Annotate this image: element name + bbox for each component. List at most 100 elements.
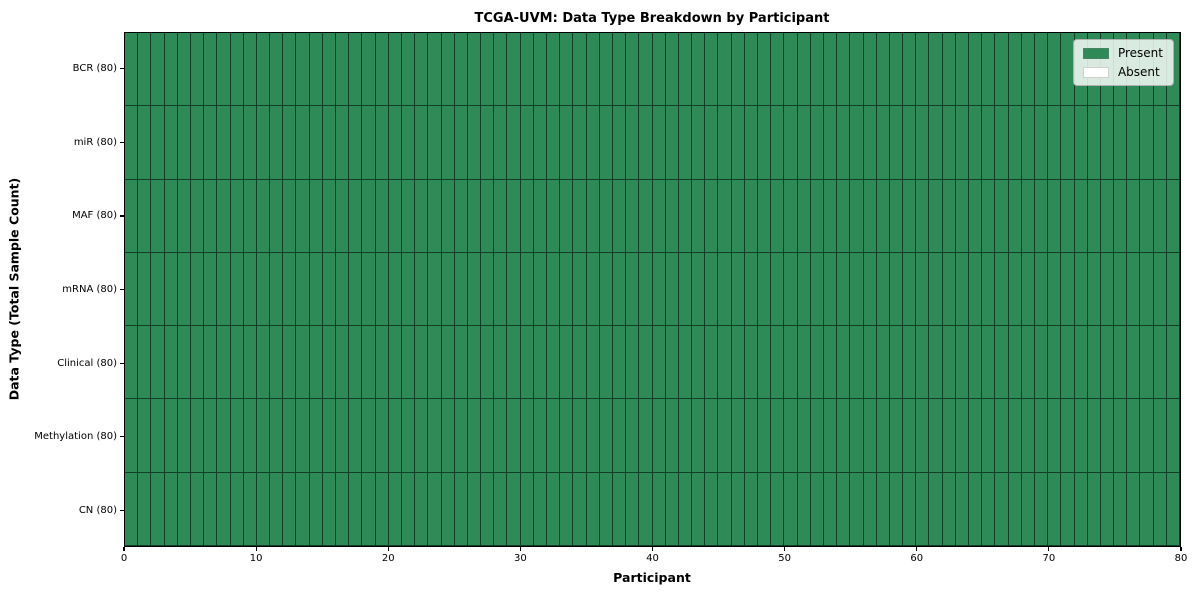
heatmap-cell (547, 179, 561, 253)
heatmap-cell (1021, 179, 1035, 253)
heatmap-cell (982, 106, 996, 180)
heatmap-cell (850, 472, 864, 546)
heatmap-cell (507, 106, 521, 180)
heatmap-cell (547, 472, 561, 546)
heatmap-cell (494, 252, 508, 327)
x-tick-mark (519, 547, 521, 551)
heatmap-cell (810, 472, 824, 546)
heatmap-cell (322, 33, 336, 107)
heatmap-cell (1021, 252, 1035, 327)
heatmap-cell (692, 326, 706, 400)
heatmap-cell (612, 326, 627, 400)
heatmap-cell (309, 106, 323, 180)
heatmap-cell (520, 472, 534, 546)
heatmap-cell (1140, 326, 1154, 400)
heatmap-cell (388, 106, 402, 180)
heatmap-cell (296, 252, 310, 327)
heatmap-cell (1127, 252, 1141, 327)
y-tick: Methylation (80) (0, 400, 124, 474)
heatmap-cell (692, 33, 706, 107)
heatmap-cell (454, 33, 468, 107)
heatmap-cell (1166, 252, 1180, 327)
x-tick-mark (784, 547, 786, 551)
heatmap-cell (810, 399, 824, 473)
heatmap-cell (969, 326, 983, 400)
heatmap-cell (982, 33, 996, 107)
heatmap-cell (665, 252, 679, 327)
heatmap-cell (1140, 472, 1154, 546)
heatmap-cell (1166, 472, 1180, 546)
heatmap-cell (520, 106, 534, 180)
heatmap-cell (942, 252, 956, 327)
heatmap-cell (217, 252, 231, 327)
heatmap-cell (494, 33, 508, 107)
heatmap-cell (467, 179, 482, 253)
legend-label-present: Present (1117, 46, 1163, 60)
heatmap-cell (401, 399, 416, 473)
heatmap-cell (388, 33, 402, 107)
heatmap-cell (916, 472, 930, 546)
heatmap-cell (283, 326, 297, 400)
heatmap-cell (797, 33, 811, 107)
heatmap-cell (494, 399, 508, 473)
chart-title: TCGA-UVM: Data Type Breakdown by Partici… (474, 11, 830, 26)
heatmap-cell (151, 252, 165, 327)
heatmap-cell (1114, 399, 1128, 473)
heatmap-cell (1008, 252, 1022, 327)
heatmap-cell (243, 472, 257, 546)
heatmap-cell (665, 472, 679, 546)
heatmap-cell (744, 399, 758, 473)
heatmap-cell (731, 106, 745, 180)
heatmap-cell (797, 252, 811, 327)
heatmap-cell (982, 472, 996, 546)
heatmap-cell (230, 399, 244, 473)
heatmap-cell (758, 252, 772, 327)
heatmap-cell (797, 326, 811, 400)
heatmap-cell (362, 399, 376, 473)
heatmap-cell (428, 326, 442, 400)
heatmap-cell (283, 252, 297, 327)
heatmap-cell (599, 399, 613, 473)
heatmap-cell (151, 326, 165, 400)
heatmap-cell (995, 179, 1009, 253)
heatmap-cell (1114, 326, 1128, 400)
heatmap-cell (626, 326, 640, 400)
heatmap-cell (1074, 106, 1088, 180)
heatmap-cell (125, 326, 139, 400)
heatmap-cell (1100, 326, 1115, 400)
heatmap-cell (217, 106, 231, 180)
heatmap-cell (1100, 472, 1115, 546)
heatmap-cell (982, 252, 996, 327)
heatmap-cell (612, 106, 627, 180)
heatmap-cell (533, 106, 547, 180)
heatmap-cell (863, 106, 877, 180)
heatmap-cell (1153, 106, 1167, 180)
heatmap-cell (1048, 472, 1062, 546)
heatmap-cell (560, 106, 574, 180)
heatmap-cell (771, 472, 785, 546)
y-tick-label: Clinical (80) (57, 357, 117, 369)
heatmap-cell (1087, 326, 1101, 400)
heatmap-cell (718, 399, 732, 473)
heatmap-cell (309, 472, 323, 546)
heatmap-cell (744, 106, 758, 180)
x-tick-mark (123, 547, 125, 551)
heatmap-cell (375, 179, 389, 253)
heatmap-cell (362, 106, 376, 180)
heatmap-cell (982, 179, 996, 253)
y-tick: CN (80) (0, 473, 124, 547)
x-axis-ticks: 0 10 20 30 40 50 60 70 80 (121, 547, 1187, 569)
heatmap-cell (1034, 399, 1049, 473)
y-tick-mark (120, 436, 124, 438)
heatmap-cell (797, 179, 811, 253)
heatmap-cell (454, 106, 468, 180)
heatmap-cell (889, 399, 904, 473)
heatmap-cell (362, 252, 376, 327)
x-tick-mark (916, 547, 918, 551)
heatmap-cell (705, 179, 719, 253)
heatmap-cell (678, 326, 693, 400)
heatmap-cell (1153, 326, 1167, 400)
heatmap-cell (388, 179, 402, 253)
heatmap-cell (1034, 179, 1049, 253)
heatmap-cell (243, 106, 257, 180)
